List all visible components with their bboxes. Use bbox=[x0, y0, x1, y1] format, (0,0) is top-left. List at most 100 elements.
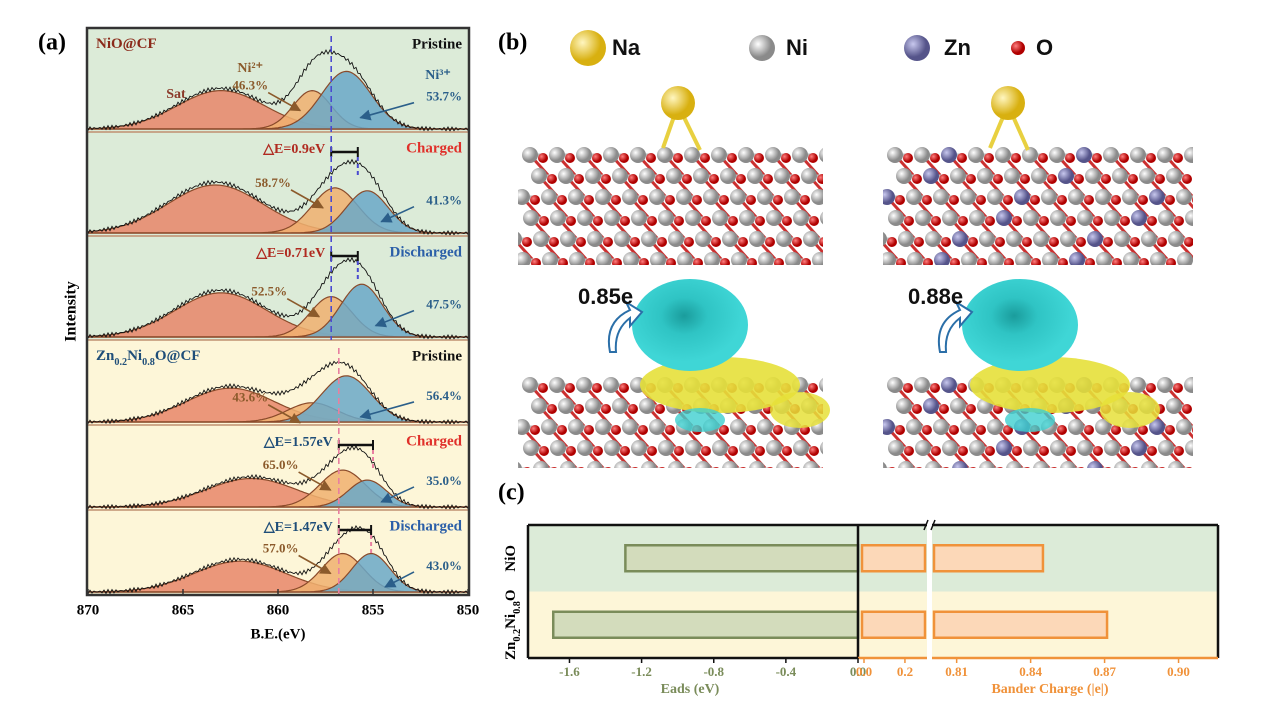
bond bbox=[739, 490, 757, 510]
text-part: O bbox=[503, 590, 519, 602]
atom bbox=[1201, 446, 1211, 456]
atom bbox=[997, 467, 1003, 468]
atom bbox=[1078, 467, 1084, 468]
atom bbox=[1085, 168, 1101, 184]
bond bbox=[879, 469, 897, 489]
charge-label: 0.85e bbox=[578, 284, 633, 309]
atom bbox=[1182, 174, 1192, 184]
atom bbox=[1042, 482, 1058, 498]
legend-atom bbox=[1011, 41, 1025, 55]
atom bbox=[977, 258, 987, 265]
atom bbox=[538, 383, 548, 393]
atom bbox=[646, 153, 656, 163]
atom bbox=[593, 216, 603, 226]
atom bbox=[985, 216, 995, 226]
ni3-percent: 35.0% bbox=[426, 473, 462, 488]
atom bbox=[1184, 237, 1193, 247]
charge-depletion bbox=[640, 357, 800, 413]
atom bbox=[1174, 446, 1184, 456]
atom bbox=[1157, 237, 1167, 247]
atom bbox=[1104, 210, 1120, 226]
atom bbox=[585, 488, 595, 498]
atom bbox=[904, 446, 914, 456]
atom bbox=[1103, 237, 1113, 247]
atom bbox=[1176, 189, 1192, 205]
atom bbox=[1119, 153, 1129, 163]
ni3-percent: 47.5% bbox=[426, 297, 462, 312]
atom bbox=[1165, 195, 1175, 205]
atom bbox=[542, 252, 558, 265]
bond bbox=[758, 467, 759, 468]
atom bbox=[730, 189, 746, 205]
atom bbox=[674, 216, 684, 226]
atom bbox=[1068, 419, 1084, 435]
atom bbox=[1177, 482, 1193, 498]
atom bbox=[557, 425, 567, 435]
bond bbox=[1104, 490, 1122, 510]
atom bbox=[1166, 488, 1176, 498]
atom bbox=[1128, 174, 1138, 184]
charge-depletion bbox=[1100, 392, 1160, 428]
x-tick-label: 870 bbox=[77, 602, 100, 618]
x-tick-label: -1.2 bbox=[631, 664, 652, 679]
atom bbox=[883, 252, 896, 265]
atom bbox=[1069, 482, 1085, 498]
state-label: Pristine bbox=[412, 348, 462, 364]
text-part: 0.2 bbox=[114, 357, 127, 368]
atom bbox=[531, 398, 547, 414]
x2-tick-label: 0.2 bbox=[897, 664, 913, 679]
atom bbox=[709, 174, 719, 184]
atom bbox=[774, 258, 784, 265]
atom bbox=[623, 252, 639, 265]
atom bbox=[1158, 440, 1174, 456]
bond bbox=[836, 406, 854, 426]
arrow bbox=[374, 309, 415, 328]
atom bbox=[1031, 488, 1041, 498]
atom bbox=[595, 189, 611, 205]
atom bbox=[1038, 153, 1048, 163]
atom bbox=[817, 174, 823, 184]
atom bbox=[803, 231, 819, 247]
atom bbox=[844, 174, 854, 184]
atom bbox=[558, 488, 568, 498]
atom bbox=[538, 153, 548, 163]
atom bbox=[657, 147, 673, 163]
atom bbox=[518, 419, 530, 435]
atom bbox=[1130, 147, 1146, 163]
bond bbox=[1015, 467, 1016, 468]
atom bbox=[727, 153, 737, 163]
atom bbox=[1087, 461, 1103, 468]
atom bbox=[522, 237, 532, 247]
atom bbox=[719, 195, 729, 205]
bar bbox=[624, 544, 860, 573]
atom bbox=[1192, 427, 1193, 433]
atom bbox=[896, 398, 912, 414]
atom bbox=[933, 419, 949, 435]
atom bbox=[1060, 231, 1076, 247]
bond bbox=[658, 490, 676, 510]
atom bbox=[523, 210, 539, 226]
atom bbox=[1146, 383, 1156, 393]
atom bbox=[1146, 153, 1156, 163]
atom bbox=[1077, 440, 1093, 456]
atom bbox=[952, 461, 968, 468]
atom bbox=[539, 216, 549, 226]
atom bbox=[704, 252, 720, 265]
atom bbox=[812, 482, 828, 498]
atom bbox=[631, 440, 647, 456]
atom bbox=[1193, 488, 1203, 498]
atom bbox=[1139, 488, 1149, 498]
atom bbox=[1047, 174, 1057, 184]
atom bbox=[596, 482, 612, 498]
atom bbox=[1184, 377, 1193, 393]
atom bbox=[792, 147, 808, 163]
atom bbox=[844, 404, 854, 414]
atom bbox=[1023, 210, 1039, 226]
atom bbox=[711, 237, 721, 247]
atom bbox=[1114, 461, 1130, 468]
atom bbox=[1112, 488, 1122, 498]
bond bbox=[969, 490, 987, 510]
atom bbox=[835, 153, 845, 163]
atom bbox=[1192, 197, 1193, 203]
atom bbox=[1014, 189, 1030, 205]
